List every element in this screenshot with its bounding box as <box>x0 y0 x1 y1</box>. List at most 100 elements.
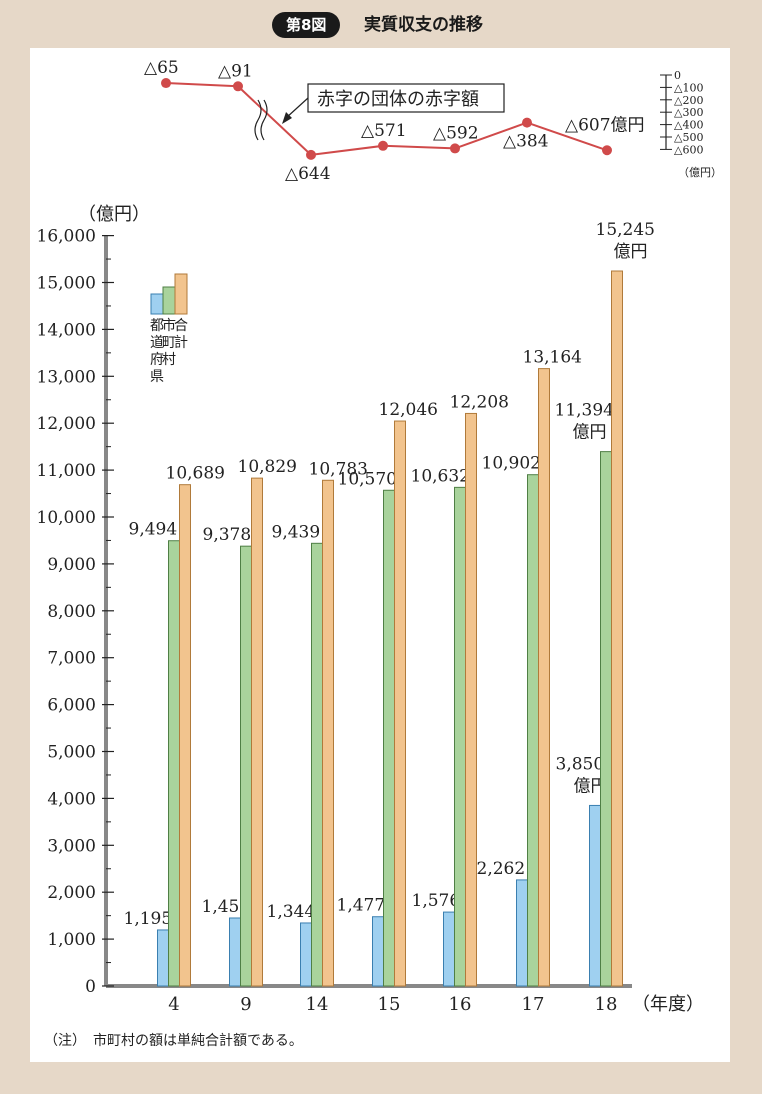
bar-data-label: 10,632 <box>411 466 470 486</box>
line-y-tick-label: △400 <box>674 119 703 132</box>
line-data-label: △65 <box>144 58 179 78</box>
line-data-label: △592 <box>433 123 479 143</box>
bar-y-tick-label: 2,000 <box>47 883 96 903</box>
legend-swatch <box>174 273 188 315</box>
line-segment <box>454 121 528 150</box>
line-point <box>233 81 243 92</box>
bar-y-axis-unit: （億円） <box>78 204 150 225</box>
bar-2-4 <box>179 484 191 987</box>
line-point <box>522 117 532 128</box>
bar-2-14 <box>322 479 334 987</box>
legend-swatch <box>162 286 176 315</box>
bar-y-tick-label: 1,000 <box>47 930 96 950</box>
bar-data-label: 9,439 <box>272 522 321 542</box>
line-y-tick-label: △100 <box>674 81 703 94</box>
bar-1-9 <box>240 545 252 987</box>
bar-x-tick-label: 9 <box>240 994 251 1015</box>
line-segment <box>526 121 608 152</box>
legend-label-char: 道 <box>150 335 164 351</box>
bar-y-tick-label: 0 <box>85 977 96 997</box>
bar-data-label: 13,164 <box>523 348 582 368</box>
bar-0-17 <box>516 879 528 987</box>
bar-0-18 <box>589 804 601 987</box>
line-point <box>602 145 612 156</box>
chart-panel: △65 △91 △644 △571 △592 △384 △607億円 赤字の団体の赤字額 0 △1… <box>30 48 730 1062</box>
line-point <box>378 140 388 151</box>
bar-y-tick-label: 6,000 <box>47 696 96 716</box>
line-title: 赤字の団体の赤字額 <box>317 89 479 110</box>
bar-data-label: 1,576 <box>412 891 461 911</box>
bar-x-tick-label: 18 <box>595 994 618 1015</box>
bar-2-18 <box>611 270 623 987</box>
legend-swatch <box>150 293 164 315</box>
bar-x-axis-label: （年度） <box>632 994 704 1015</box>
bar-1-17 <box>527 474 539 987</box>
bar-y-tick-label: 7,000 <box>47 649 96 669</box>
bar-y-tick-label: 12,000 <box>37 414 96 434</box>
bar-2-17 <box>538 368 550 987</box>
bar-y-tick-label: 4,000 <box>47 789 96 809</box>
figure-number-badge: 第8図 <box>272 12 341 38</box>
line-y-tick-label: △600 <box>674 143 703 156</box>
bar-x-tick-label: 4 <box>168 994 179 1015</box>
bar-data-label: 9,494 <box>129 520 178 540</box>
bar-1-14 <box>311 542 323 987</box>
bar-1-15 <box>383 489 395 987</box>
line-data-label: △571 <box>361 121 407 141</box>
bar-0-4 <box>157 929 169 987</box>
bar-data-label: 10,689 <box>166 464 225 484</box>
bar-unit-label: 億円 <box>574 776 608 796</box>
bar-unit-label: 億円 <box>573 423 607 443</box>
line-point <box>161 78 171 89</box>
bar-data-label: 1,344 <box>267 902 316 922</box>
bar-data-label: 1,195 <box>124 909 173 929</box>
legend-label-char: 県 <box>150 369 164 385</box>
bar-data-label: 9,378 <box>203 525 252 545</box>
bar-1-4 <box>168 540 180 987</box>
line-data-label: △644 <box>285 164 331 184</box>
bar-data-label: 1,450 <box>202 897 251 917</box>
bar-data-label: 1,477 <box>337 896 386 916</box>
bar-y-tick-label: 10,000 <box>37 508 96 528</box>
bar-x-tick-label: 15 <box>378 994 401 1015</box>
bar-1-16 <box>454 486 466 987</box>
legend-label-char: 都 <box>150 318 164 334</box>
bar-0-16 <box>443 911 455 987</box>
bar-data-label: 15,245 <box>596 220 655 240</box>
line-title-pointer <box>285 97 309 119</box>
legend-label-char: 村 <box>162 352 176 368</box>
bar-x-tick-label: 16 <box>449 994 472 1015</box>
bar-data-label: 11,394 <box>555 401 614 421</box>
bar-2-9 <box>251 477 263 987</box>
figure-title: 実質収支の推移 <box>364 15 483 35</box>
bar-y-tick-label: 14,000 <box>37 320 96 340</box>
bar-0-14 <box>300 922 312 987</box>
footnote: （注） 市町村の額は単純合計額である。 <box>44 1033 303 1049</box>
line-y-axis-unit: （億円） <box>678 166 722 179</box>
bar-y-tick-label: 16,000 <box>37 227 96 247</box>
line-y-tick-label: △300 <box>674 106 703 119</box>
bar-data-label: 10,783 <box>309 459 368 479</box>
bar-unit-label: 億円 <box>614 242 648 262</box>
line-segment <box>382 144 456 150</box>
bar-y-tick-label: 5,000 <box>47 743 96 763</box>
line-data-label: △384 <box>503 132 549 152</box>
bar-data-label: 12,046 <box>379 400 438 420</box>
line-data-label: △607億円 <box>565 115 645 135</box>
bar-data-label: 10,570 <box>338 469 397 489</box>
line-y-tick-label: 0 <box>674 69 681 82</box>
legend-label-char: 町 <box>162 335 176 351</box>
bar-0-15 <box>372 916 384 987</box>
bar-2-16 <box>465 412 477 987</box>
bar-y-tick-label: 9,000 <box>47 555 96 575</box>
line-point <box>450 143 460 154</box>
chart-canvas: △65 △91△644△571 △592 △384△607億円赤字の団体の赤字額0△1… <box>37 58 722 1015</box>
line-title-box <box>307 83 505 113</box>
bar-y-tick-label: 11,000 <box>37 461 96 481</box>
legend-label-char: 市 <box>162 317 176 334</box>
bar-data-label: 12,208 <box>450 392 509 412</box>
legend-label-char: 府 <box>150 352 164 368</box>
bar-y-tick-label: 3,000 <box>47 836 96 856</box>
bar-data-label: 2,262 <box>477 859 526 879</box>
bar-data-label: 10,902 <box>482 454 541 474</box>
